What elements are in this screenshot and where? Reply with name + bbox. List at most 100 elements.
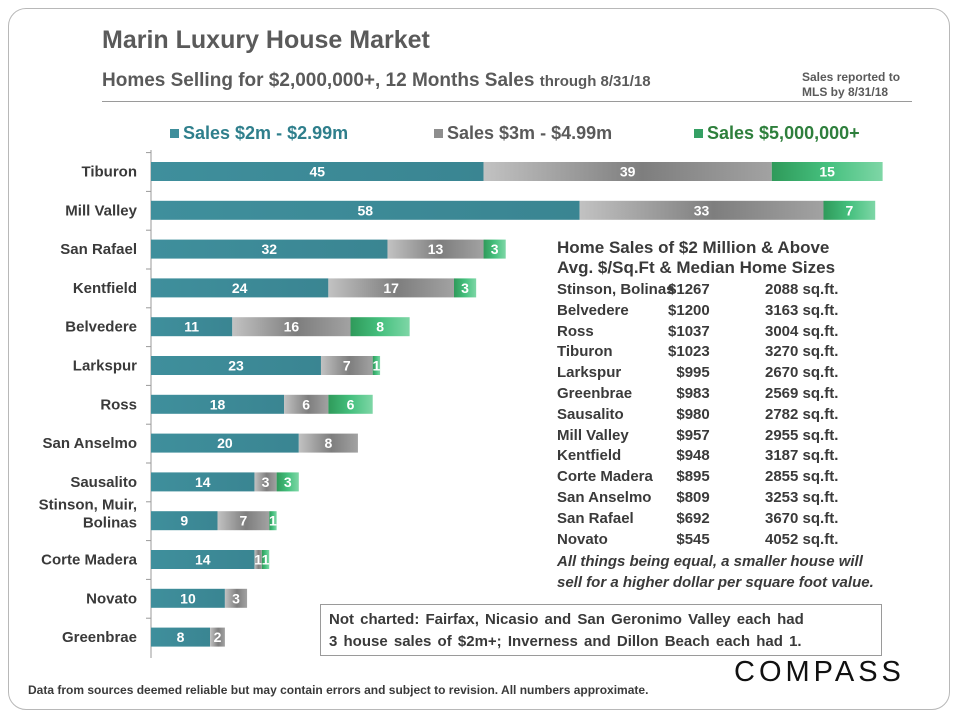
table-row: Kentfield $948 3187 sq.ft. xyxy=(557,446,874,467)
category-label: San Rafael xyxy=(60,241,137,258)
bar-segment xyxy=(284,394,329,414)
table-row: Sausalito $980 2782 sq.ft. xyxy=(557,405,874,426)
bar-segment xyxy=(151,200,580,220)
table-cell-area: Novato xyxy=(557,530,608,548)
category-label: Greenbrae xyxy=(62,629,137,646)
not-charted-box: Not charted: Fairfax, Nicasio and San Ge… xyxy=(320,604,882,656)
bar-segment xyxy=(151,433,299,453)
data-label: 8 xyxy=(177,629,185,645)
data-label: 7 xyxy=(845,202,853,218)
table-row: Greenbrae $983 2569 sq.ft. xyxy=(557,384,874,405)
bar-segment xyxy=(483,162,772,181)
legend-label-series2: Sales $3m - $4.99m xyxy=(447,122,613,143)
table-cell-price: $809 xyxy=(676,488,710,506)
category-label: Ross xyxy=(100,396,137,413)
table-cell-area: Stinson, Bolinas xyxy=(557,281,675,298)
bar-segment xyxy=(350,317,410,337)
data-label: 9 xyxy=(180,513,188,529)
subtitle-main: Homes Selling for $2,000,000+, 12 Months… xyxy=(102,70,535,91)
bar-segment xyxy=(151,588,225,608)
bar-segment xyxy=(453,278,477,298)
legend-item-series2: Sales $3m - $4.99m xyxy=(434,121,612,145)
legend-label-series3: Sales $5,000,000+ xyxy=(707,122,860,143)
bar-segment xyxy=(254,550,262,569)
table-row: Ross $1037 3004 sq.ft. xyxy=(557,322,874,343)
data-label: 11 xyxy=(184,319,199,335)
data-label: 24 xyxy=(232,280,248,296)
category-label: Larkspur xyxy=(73,358,137,375)
legend-label-series1: Sales $2m - $2.99m xyxy=(183,122,349,143)
table-cell-size: 2569 sq.ft. xyxy=(765,384,839,402)
data-label: 23 xyxy=(228,358,244,374)
bar-segment xyxy=(151,550,255,569)
table-cell-price: $1023 xyxy=(668,343,710,361)
report-note-line2: MLS by 8/31/18 xyxy=(802,85,889,99)
data-label: 18 xyxy=(210,396,226,412)
category-label: Mill Valley xyxy=(65,202,137,219)
bar-segment xyxy=(210,627,225,647)
table-row: Tiburon $1023 3270 sq.ft. xyxy=(557,342,874,363)
table-cell-size: 2955 sq.ft. xyxy=(765,426,839,444)
legend-swatch-series2 xyxy=(434,128,443,138)
header-divider xyxy=(102,101,912,102)
table-cell-size: 3004 sq.ft. xyxy=(765,322,839,340)
table-row: Belvedere $1200 3163 sq.ft. xyxy=(557,301,874,322)
slide-frame xyxy=(8,8,950,710)
legend-swatch-series3 xyxy=(694,128,703,138)
data-label: 7 xyxy=(343,358,351,374)
bar-segment xyxy=(224,588,248,608)
table-cell-area: San Anselmo xyxy=(557,488,652,506)
category-label: Sausalito xyxy=(70,474,137,491)
category-label: Corte Madera xyxy=(41,552,138,569)
table-cell-area: Corte Madera xyxy=(557,468,653,486)
bar-segment xyxy=(823,200,876,220)
legend-item-series1: Sales $2m - $2.99m xyxy=(170,121,348,145)
data-label: 3 xyxy=(491,241,499,257)
table-cell-area: Sausalito xyxy=(557,405,624,423)
table-cell-price: $995 xyxy=(676,364,710,382)
bar-segment xyxy=(232,317,351,337)
table-row: Mill Valley $957 2955 sq.ft. xyxy=(557,426,874,447)
table-cell-price: $1200 xyxy=(668,301,710,319)
table-cell-size: 3187 sq.ft. xyxy=(765,447,839,465)
table-cell-size: 2088 sq.ft. xyxy=(765,281,839,298)
not-charted-line1: Not charted: Fairfax, Nicasio and San Ge… xyxy=(329,611,804,628)
table-row: Larkspur $995 2670 sq.ft. xyxy=(557,363,874,384)
category-label: Belvedere xyxy=(65,319,137,336)
bar-segment xyxy=(151,511,218,531)
compass-logo: COMPASS xyxy=(734,656,905,688)
price-per-sqft-table: Home Sales of $2 Million & Above Avg. $/… xyxy=(557,238,874,592)
data-label: 39 xyxy=(620,164,636,180)
bar-segment xyxy=(387,239,484,259)
report-note-line1: Sales reported to xyxy=(802,70,901,84)
bar-segment xyxy=(254,472,277,492)
chart-subtitle: Homes Selling for $2,000,000+, 12 Months… xyxy=(102,70,651,92)
footer-disclaimer: Data from sources deemed reliable but ma… xyxy=(28,683,649,697)
legend-swatch-series1 xyxy=(170,128,179,138)
table-cell-price: $957 xyxy=(676,426,710,444)
not-charted-line2: 3 house sales of $2m+; Inverness and Dil… xyxy=(329,633,802,650)
data-label: 10 xyxy=(180,590,196,606)
data-label: 2 xyxy=(214,629,222,645)
legend-item-series3: Sales $5,000,000+ xyxy=(694,121,860,145)
table-cell-price: $1037 xyxy=(668,322,710,340)
data-label: 17 xyxy=(383,280,399,296)
bar-segment xyxy=(771,162,883,181)
data-label: 20 xyxy=(217,435,233,451)
bar-segment xyxy=(269,511,277,531)
data-label: 1 xyxy=(262,552,270,568)
data-label: 33 xyxy=(694,202,710,218)
category-label: Tiburon xyxy=(81,164,137,181)
table-row: Stinson, Bolinas $1267 2088 sq.ft. xyxy=(557,280,874,301)
bar-segment xyxy=(217,511,270,531)
bar-segment xyxy=(298,433,358,453)
table-cell-size: 2670 sq.ft. xyxy=(765,364,839,382)
table-cell-size: 3163 sq.ft. xyxy=(765,301,839,319)
table-cell-area: Tiburon xyxy=(557,343,613,361)
category-label: Kentfield xyxy=(73,280,137,297)
data-label: 1 xyxy=(269,513,277,529)
category-label: Stinson, Muir, Bolinas xyxy=(39,497,137,532)
bar-segment xyxy=(579,200,824,220)
bar-segment xyxy=(151,472,255,492)
